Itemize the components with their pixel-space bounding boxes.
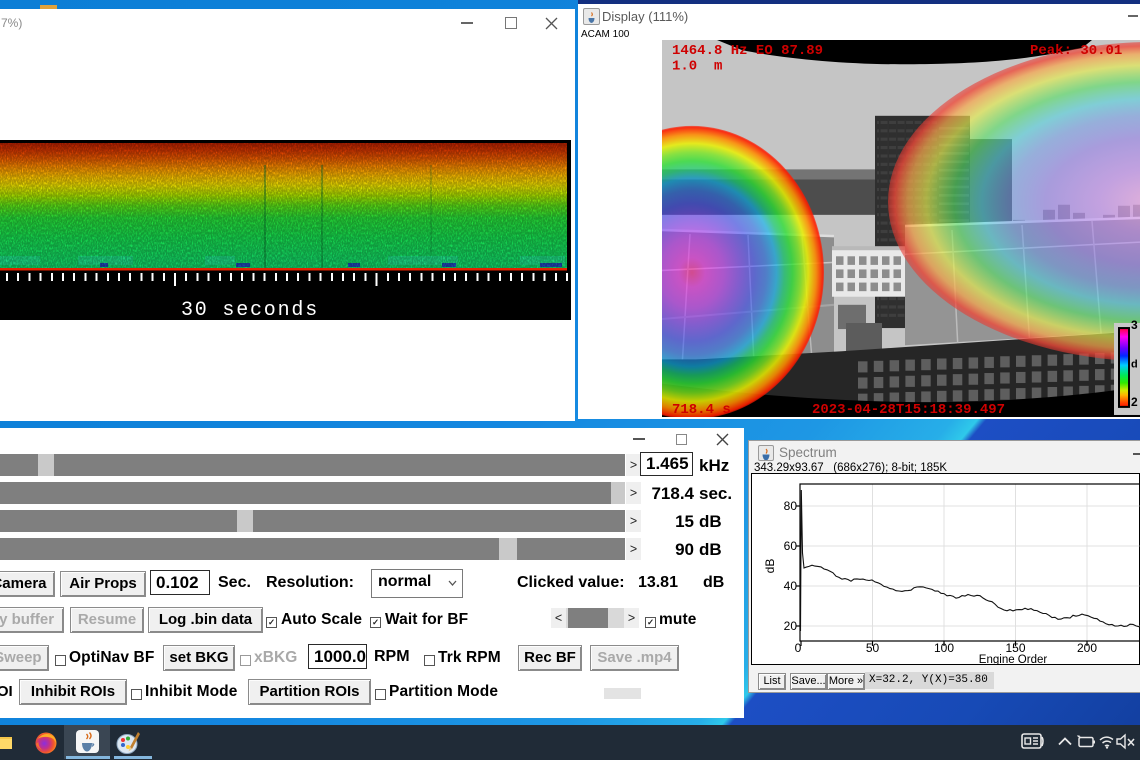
svg-text:Engine Order: Engine Order [979, 654, 1048, 665]
svg-text:3: 3 [1131, 318, 1138, 332]
svg-text:50: 50 [866, 641, 880, 655]
svg-text:0: 0 [795, 641, 802, 655]
svg-text:60: 60 [784, 539, 798, 553]
svg-text:2: 2 [1131, 395, 1138, 409]
svg-text:1464.8 Hz EO 87.89: 1464.8 Hz EO 87.89 [672, 43, 823, 59]
svg-text:150: 150 [1005, 641, 1025, 655]
svg-text:dB: dB [763, 559, 777, 574]
svg-text:20: 20 [784, 619, 798, 633]
svg-text:2023-04-28T15:18:39.497: 2023-04-28T15:18:39.497 [812, 402, 1005, 417]
svg-text:40: 40 [784, 579, 798, 593]
svg-text:1.0 m: 1.0 m [672, 58, 722, 74]
svg-text:100: 100 [934, 641, 954, 655]
svg-text:d: d [1131, 358, 1138, 370]
svg-text:Peak: 30.01: Peak: 30.01 [1030, 43, 1122, 59]
svg-text:718.4 s: 718.4 s [672, 402, 731, 417]
svg-text:80: 80 [784, 499, 798, 513]
svg-text:30 seconds: 30 seconds [181, 299, 319, 320]
svg-text:200: 200 [1077, 641, 1097, 655]
